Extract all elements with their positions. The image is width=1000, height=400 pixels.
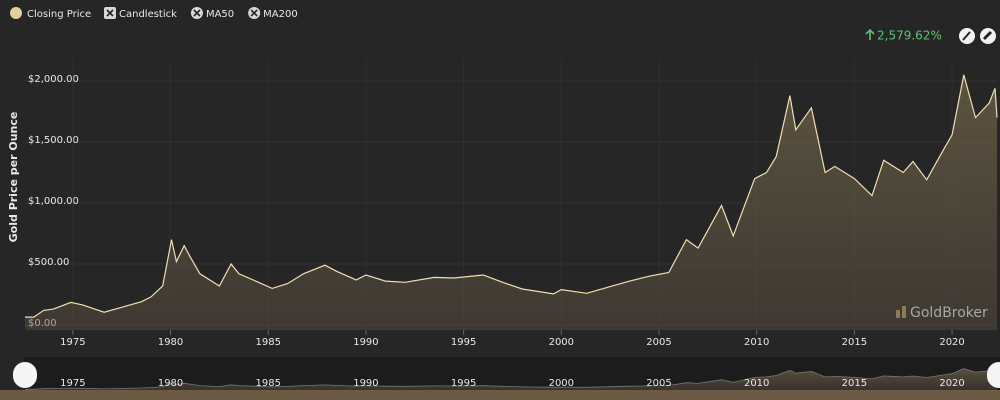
navigator-tick-label: 1975 (60, 378, 85, 389)
up-arrow (865, 28, 875, 40)
navigator-handle[interactable] (987, 362, 1000, 388)
navigator-tick-label: 2020 (939, 378, 964, 389)
navigator-tick-label: 2005 (646, 378, 671, 389)
eraser-icon (982, 30, 993, 41)
x-tick-label: 1985 (256, 337, 281, 348)
navigator-plot: 1975 1980 1985 1990 1995 2000 2005 2010 2015 2020 (25, 368, 998, 390)
toggle-label[interactable]: Candlestick (119, 9, 177, 20)
navigator-tick-label: 1985 (256, 378, 281, 389)
x-tick-label: 1975 (60, 337, 85, 348)
legend-label[interactable]: Closing Price (27, 9, 91, 20)
navigator-tick-label: 1980 (158, 378, 183, 389)
plot (25, 74, 998, 331)
x-tick-label: 2010 (744, 337, 769, 348)
y-tick-label: $2,000.00 (28, 74, 79, 85)
navigator-tick-label: 2010 (744, 378, 769, 389)
toggle-x (250, 9, 258, 17)
logo-icon (896, 310, 900, 318)
toggle-x (106, 9, 114, 17)
y-tick-label: $1,500.00 (28, 135, 79, 146)
price-area (25, 74, 997, 331)
y-tick-label: $500.00 (28, 257, 69, 268)
change-label: 2,579.62% (877, 29, 942, 43)
price-line (25, 74, 998, 318)
navigator-area (25, 368, 997, 390)
x-tick-label: 2000 (549, 337, 574, 348)
legend: Closing Price (10, 7, 91, 20)
toggle-label[interactable]: MA200 (263, 9, 298, 20)
x-tick-label: 2015 (842, 337, 867, 348)
navigator-tick-label: 1995 (451, 378, 476, 389)
y-axis-label: Gold Price per Ounce (7, 112, 20, 243)
navigator-tick-label: 2015 (842, 378, 867, 389)
x-tick-label: 1980 (158, 337, 183, 348)
toggle-label[interactable]: MA50 (206, 9, 234, 20)
x-tick-label: 1990 (353, 337, 378, 348)
bottom-strip (0, 390, 1000, 400)
navigator-tick-label: 1990 (353, 378, 378, 389)
toggle-group: Candlestick MA50 MA200 (104, 7, 298, 20)
y-tick-label: $1,000.00 (28, 196, 79, 207)
x-tick-label: 2020 (939, 337, 964, 348)
watermark: GoldBroker (910, 305, 988, 321)
navigator-line (25, 368, 998, 390)
pencil-icon (962, 31, 971, 41)
navigator-tick-label: 2000 (549, 378, 574, 389)
x-tick-label: 1995 (451, 337, 476, 348)
toggle-x (193, 9, 201, 17)
logo-icon (902, 306, 906, 318)
x-tick-label: 2005 (646, 337, 671, 348)
legend-swatch[interactable] (10, 7, 22, 19)
navigator-handle[interactable] (13, 362, 37, 388)
